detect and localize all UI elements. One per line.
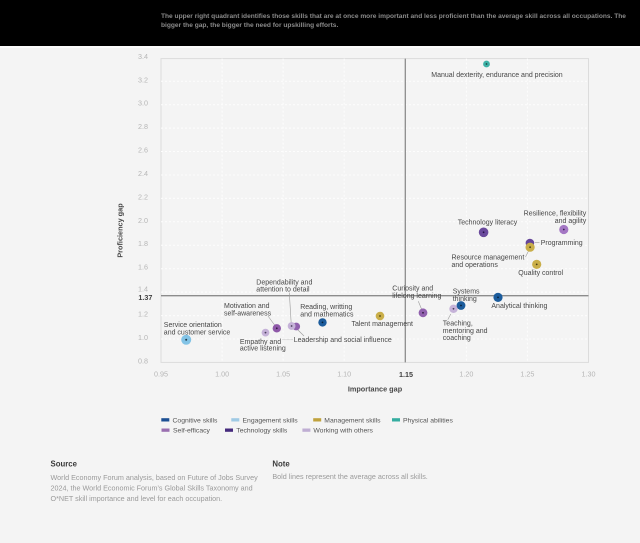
svg-text:Resource management: Resource management [452, 255, 525, 262]
svg-text:Physical abilities: Physical abilities [403, 417, 453, 424]
svg-text:Resilience, flexibility: Resilience, flexibility [524, 211, 587, 218]
svg-text:Proficiency gap: Proficiency gap [115, 203, 124, 258]
svg-text:2024, the World Economic Forum: 2024, the World Economic Forum’s Global … [51, 484, 253, 493]
svg-text:1.8: 1.8 [138, 239, 148, 248]
svg-text:Self-efficacy: Self-efficacy [173, 428, 210, 435]
svg-text:Importance gap: Importance gap [348, 384, 403, 393]
svg-text:Dependability and: Dependability and [256, 279, 312, 286]
svg-text:1.30: 1.30 [582, 370, 596, 379]
svg-text:World Economy Forum analysis,: World Economy Forum analysis, based on F… [51, 473, 259, 482]
svg-text:2.8: 2.8 [138, 122, 148, 131]
svg-text:0.95: 0.95 [154, 370, 168, 379]
svg-text:1.00: 1.00 [215, 370, 229, 379]
svg-text:and mathematics: and mathematics [300, 311, 354, 318]
svg-text:Technology literacy: Technology literacy [458, 220, 518, 227]
svg-text:2.4: 2.4 [138, 169, 148, 178]
svg-text:Source: Source [51, 459, 78, 468]
svg-text:1.25: 1.25 [520, 370, 534, 379]
svg-text:mentoring and: mentoring and [443, 328, 488, 335]
svg-text:Reading, writting: Reading, writting [300, 304, 352, 311]
svg-text:3.4: 3.4 [138, 52, 148, 61]
svg-text:Talent management: Talent management [351, 321, 413, 328]
svg-text:1.15: 1.15 [399, 370, 413, 379]
svg-text:Technology skills: Technology skills [236, 428, 288, 435]
svg-text:Working with others: Working with others [313, 428, 373, 435]
svg-text:and customer service: and customer service [164, 329, 231, 336]
svg-text:2.6: 2.6 [138, 146, 148, 155]
svg-text:O*NET skill importance and lev: O*NET skill importance and level for eac… [51, 494, 223, 503]
svg-text:1.20: 1.20 [459, 370, 473, 379]
svg-text:1.10: 1.10 [337, 370, 351, 379]
svg-text:1.05: 1.05 [276, 370, 290, 379]
svg-text:Service orientation: Service orientation [164, 322, 222, 329]
svg-text:Manual dexterity, endurance an: Manual dexterity, endurance and precisio… [431, 72, 563, 79]
svg-text:1.2: 1.2 [138, 310, 148, 319]
svg-text:Programming: Programming [541, 240, 583, 247]
svg-text:Analytical thinking: Analytical thinking [491, 303, 547, 310]
svg-text:2.0: 2.0 [138, 216, 148, 225]
svg-text:0.8: 0.8 [138, 356, 148, 365]
svg-text:coaching: coaching [443, 335, 471, 342]
svg-text:self-awareness: self-awareness [224, 310, 272, 317]
svg-text:Management skills: Management skills [324, 417, 381, 424]
svg-text:1.4: 1.4 [138, 285, 148, 294]
svg-text:3.2: 3.2 [138, 75, 148, 84]
svg-text:1.6: 1.6 [138, 263, 148, 272]
svg-text:lifelong learning: lifelong learning [392, 293, 441, 300]
svg-text:Bold lines represent the avera: Bold lines represent the average across … [272, 472, 427, 481]
svg-text:Cognitive skills: Cognitive skills [173, 417, 219, 424]
svg-text:attention to detail: attention to detail [256, 287, 310, 294]
svg-text:Leadership and social influenc: Leadership and social influence [294, 337, 392, 344]
svg-text:Motivation and: Motivation and [224, 303, 270, 310]
svg-text:Empathy and: Empathy and [240, 339, 281, 346]
svg-text:Note: Note [272, 459, 290, 468]
svg-text:3.0: 3.0 [138, 99, 148, 108]
svg-text:thinking: thinking [453, 296, 477, 303]
svg-text:and operations: and operations [452, 262, 499, 269]
svg-text:Engagement skills: Engagement skills [243, 417, 299, 424]
svg-text:active listening: active listening [240, 346, 286, 353]
svg-text:1.37: 1.37 [138, 293, 152, 302]
svg-text:and agility: and agility [555, 218, 587, 225]
svg-text:Teaching,: Teaching, [443, 321, 473, 328]
svg-text:Quality control: Quality control [518, 270, 563, 277]
svg-text:1.0: 1.0 [138, 333, 148, 342]
svg-text:Systems: Systems [453, 289, 480, 296]
svg-text:Curiosity and: Curiosity and [392, 286, 433, 293]
svg-text:2.2: 2.2 [138, 192, 148, 201]
